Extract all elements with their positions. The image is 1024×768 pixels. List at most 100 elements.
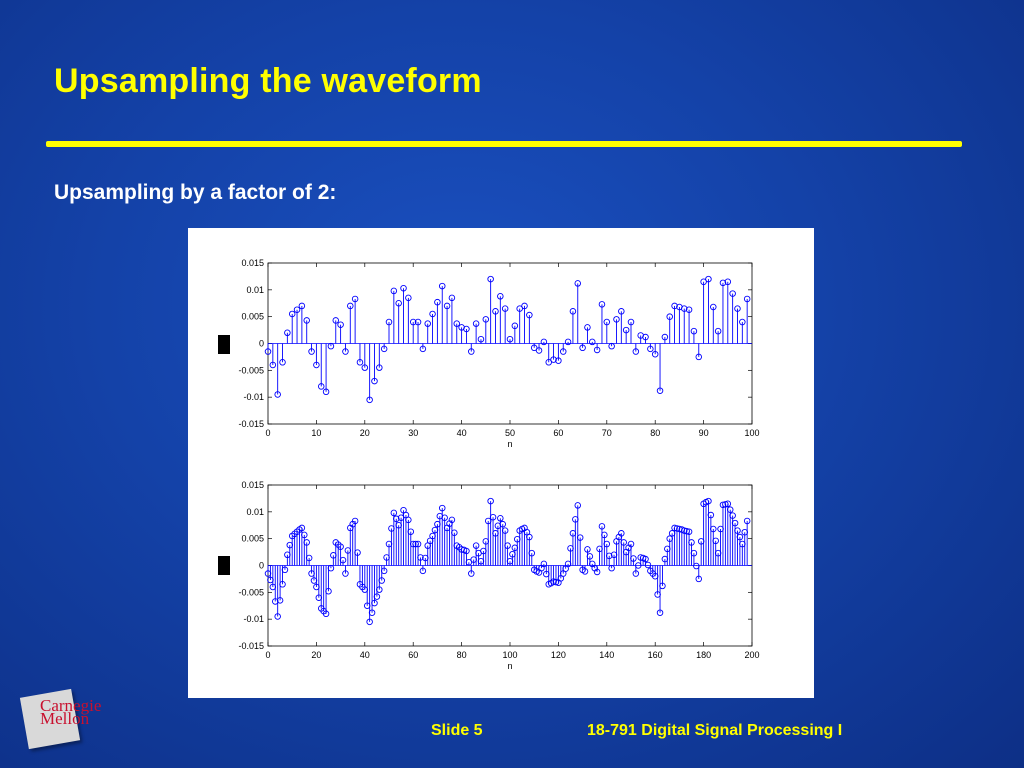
plot2-stem-marker	[598, 523, 606, 530]
plot2-ytick-label: 0	[259, 561, 264, 571]
plot1-stem-marker	[405, 294, 412, 302]
footer-course-name: 18-791 Digital Signal Processing I	[587, 722, 843, 739]
plot1-stem-marker	[671, 302, 678, 310]
plot1-stem-marker	[293, 306, 301, 313]
plot1-stem-marker	[719, 279, 727, 287]
plot2-stem-marker	[734, 527, 741, 534]
plot1-xtick-label: 20	[360, 428, 370, 438]
plot2-stem-marker	[724, 500, 732, 508]
plot1-stem-marker	[438, 282, 446, 290]
plot2-stem-marker	[707, 511, 715, 519]
plot1-stem-marker	[540, 338, 548, 346]
plot1-stem-marker	[530, 344, 538, 352]
plot1-stem-marker	[608, 342, 615, 350]
plot1-stem-marker	[724, 278, 732, 286]
plot1-stem-marker	[651, 350, 659, 358]
plot1-stem-marker	[501, 305, 509, 312]
plot2-stem-marker	[593, 568, 601, 576]
plot2-stem-marker	[303, 539, 310, 546]
plot2-stem-marker	[390, 509, 398, 517]
plot1-stem-marker	[690, 327, 698, 335]
plot1-stem-marker	[564, 338, 572, 346]
plot1-xtick-label: 60	[553, 428, 563, 438]
plot2-stem-marker	[712, 537, 719, 545]
plot2-stem-marker	[463, 547, 470, 555]
plot2-stem-marker	[472, 542, 480, 549]
plot2-stem-marker	[322, 610, 330, 618]
plot1-stem-marker	[555, 357, 562, 364]
plot1-xtick-label: 0	[265, 428, 270, 438]
plot2-ytick-label: -0.01	[243, 614, 264, 624]
plot2-stem-marker	[405, 516, 412, 524]
plot2-stem-marker	[581, 568, 589, 575]
plot2-stem-marker	[605, 552, 613, 560]
plot1-xtick-label: 30	[408, 428, 418, 438]
plot1-stem-marker	[308, 348, 315, 355]
plot1-stem-marker	[598, 301, 606, 308]
plot2-stem-marker	[693, 562, 700, 570]
plot2-stem-marker	[305, 554, 313, 562]
plot1-stem-marker	[434, 298, 441, 306]
plot1-stem-marker	[279, 359, 286, 366]
plot2-stem-marker	[540, 560, 548, 568]
plot1-stem-marker	[463, 325, 470, 333]
plot2-stem-marker	[419, 567, 427, 575]
plot1-stem-marker	[535, 347, 543, 354]
plot1-stem-marker	[376, 364, 383, 371]
plot2-stem-marker	[656, 609, 664, 616]
plot1-stem-marker	[443, 302, 451, 310]
plot2-stem-marker	[528, 549, 536, 557]
plot2-stem-marker	[685, 528, 693, 535]
carnegie-mellon-logo: Carnegie Mellon	[18, 688, 130, 750]
plot1-stem-marker	[337, 321, 344, 328]
plot1-stem-marker	[400, 284, 407, 292]
plot2-stem-marker	[603, 540, 611, 548]
plot2-stem-marker	[620, 539, 627, 546]
plot1-stem-marker	[511, 322, 519, 330]
plot1-ytick-label: -0.005	[238, 365, 264, 375]
plot2-stem-marker	[368, 609, 376, 616]
plot1-stem-marker	[710, 303, 717, 311]
plot1-ytick-label: -0.015	[238, 419, 264, 429]
plot2-stem-marker	[281, 566, 289, 574]
plot1-stem-marker	[516, 305, 523, 312]
plot1-ytick-label: 0.01	[246, 285, 264, 295]
plot1-stem-marker	[550, 356, 557, 363]
plot2-stem-marker	[487, 497, 494, 505]
plot2-stem-marker	[325, 588, 332, 595]
plot2-stem-marker	[393, 515, 400, 523]
plot2-stem-marker	[630, 555, 637, 562]
plot2-stem-marker	[417, 554, 424, 561]
slide-subtitle: Upsampling by a factor of 2:	[54, 181, 337, 204]
plot2-xtick-label: 100	[502, 650, 517, 660]
plot1-stem-marker	[385, 318, 393, 326]
plot1-stem-marker	[632, 348, 640, 355]
plot2-stem-marker	[465, 559, 473, 566]
plot2-stem-marker	[736, 533, 744, 541]
plot1-stem-marker	[487, 275, 494, 283]
plot1-stem-marker	[613, 316, 620, 323]
plot2-stem-marker	[380, 567, 388, 575]
plot1-stem-marker	[579, 344, 586, 352]
plot1-stem-marker	[380, 345, 388, 353]
plot1-stem-marker	[468, 348, 475, 355]
plot1-ytick-label: 0.005	[241, 312, 264, 322]
plot1-xtick-label: 50	[505, 428, 515, 438]
plot2-stem-marker	[279, 581, 286, 588]
plot2-xtick-label: 200	[744, 650, 759, 660]
plot2-stem-marker	[695, 575, 703, 583]
plot2-stem-marker	[743, 517, 751, 525]
plot2-xtick-label: 140	[599, 650, 614, 660]
plot2-stem-marker	[354, 549, 361, 556]
plot2-stem-marker	[710, 525, 717, 533]
plot1-stem-marker	[622, 326, 630, 334]
plot2-stem-marker	[371, 599, 378, 607]
plot2-stem-marker	[690, 549, 698, 557]
plot1-stem-marker	[288, 310, 296, 318]
plot1-stem-marker	[477, 335, 485, 343]
plot1-stem-marker	[545, 359, 552, 366]
plot2-stem-marker	[373, 593, 381, 600]
plot2-stem-marker	[526, 533, 533, 541]
plot1-ytick-label: 0.015	[241, 258, 264, 268]
